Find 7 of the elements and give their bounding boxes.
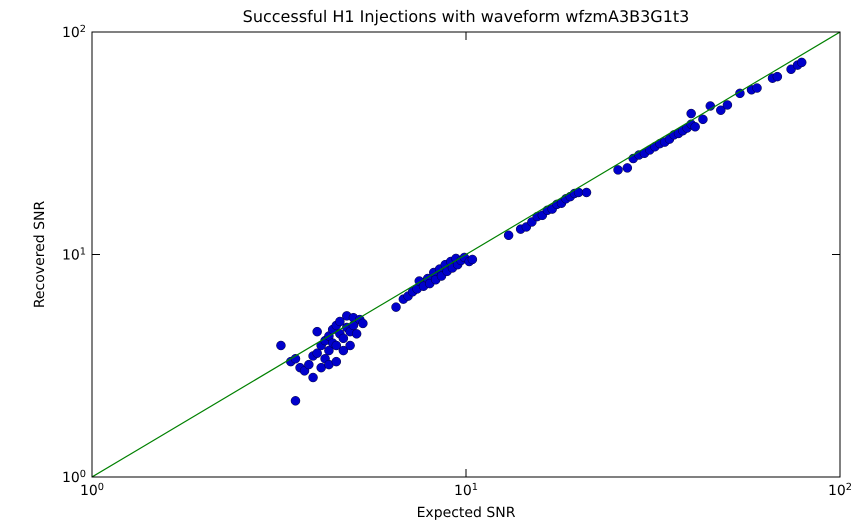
y-tick-label: 10$^{2}$ — [62, 24, 86, 41]
x-axis-title: Expected SNR — [416, 505, 516, 521]
chart-title: Successful H1 Injections with waveform wfzmA3B3G1t3 — [242, 7, 690, 26]
x-tick-label: 10$^{1}$ — [454, 482, 478, 499]
y-axis-title: Recovered SNR — [32, 200, 48, 308]
y-tick-label: 10$^{1}$ — [62, 246, 86, 264]
x-tick-label: 10$^{2}$ — [828, 482, 852, 499]
